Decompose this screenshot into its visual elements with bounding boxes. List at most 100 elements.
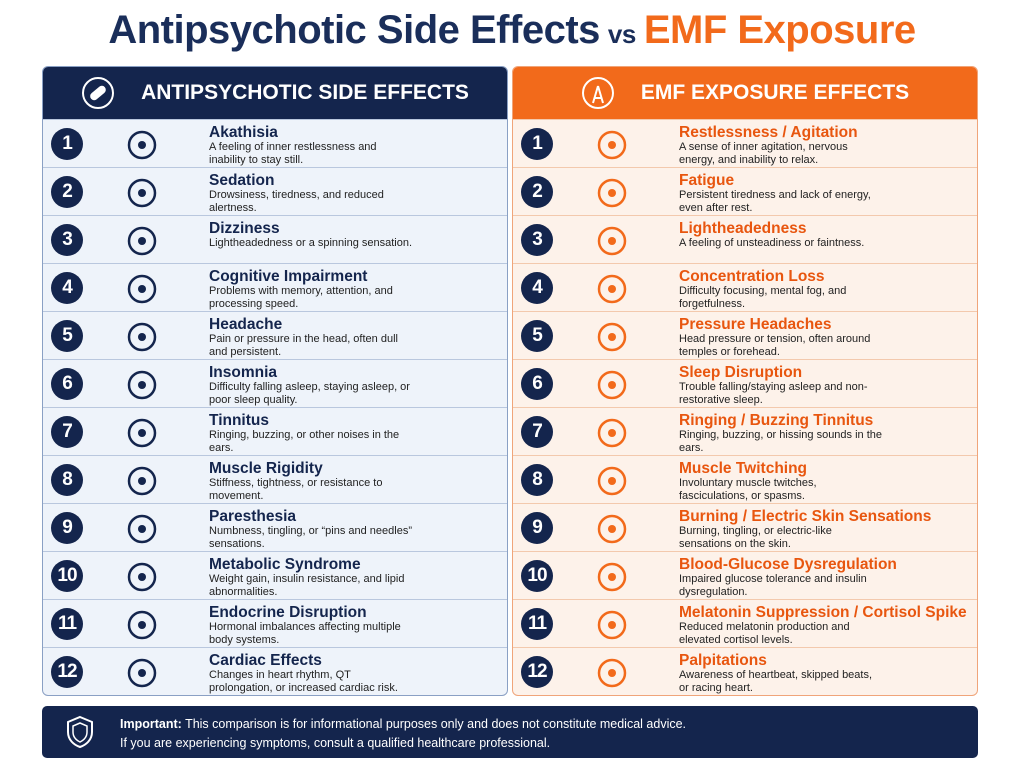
item-number: 3 (521, 224, 553, 256)
effect-row: 3 Lightheadedness A feeling of unsteadines… (513, 215, 977, 263)
title-left: Antipsychotic Side Effects (108, 8, 600, 52)
effect-row: 12 Palpitations Awareness of heartbeat, sk… (513, 647, 977, 695)
effect-row: 9 Paresthesia Numbness, tingling, or “pins… (43, 503, 507, 551)
effect-row: 9 Burning / Electric Skin Sensations Burni… (513, 503, 977, 551)
item-number: 8 (51, 464, 83, 496)
header-icon (581, 77, 614, 109)
effect-row: 1 Akathisia A feeling of inner restlessnes… (43, 119, 507, 167)
effect-title: Metabolic Syndrome (209, 556, 361, 573)
effect-title: Burning / Electric Skin Sensations (679, 508, 932, 525)
panel-header: EMF EXPOSURE EFFECTS (513, 67, 977, 119)
effect-description: Trouble falling/staying asleep and non-r… (679, 381, 868, 406)
panel-header: ANTIPSYCHOTIC SIDE EFFECTS (43, 67, 507, 119)
effect-description: A sense of inner agitation, nervous ener… (679, 141, 848, 166)
effect-row: 2 Sedation Drowsiness, tiredness, and redu… (43, 167, 507, 215)
effect-description: Changes in heart rhythm, QT prolongation… (209, 669, 398, 694)
effect-icon (597, 658, 627, 688)
effect-description: Head pressure or tension, often around t… (679, 333, 871, 358)
effect-description: Persistent tiredness and lack of energy,… (679, 189, 871, 214)
title-vs: vs (607, 19, 636, 49)
effect-title: Restlessness / Agitation (679, 124, 858, 141)
effect-icon (597, 130, 627, 160)
effect-title: Muscle Twitching (679, 460, 808, 477)
effect-description: Reduced melatonin production and elevate… (679, 621, 850, 646)
effect-row: 4 Concentration Loss Difficulty focusing, … (513, 263, 977, 311)
effect-icon (127, 418, 157, 448)
effect-title: Sedation (209, 172, 275, 189)
header-icon (82, 77, 115, 109)
page-title: Antipsychotic Side Effects vs EMF Exposure (0, 8, 1024, 53)
effect-description: Stiffness, tightness, or resistance to m… (209, 477, 383, 502)
effect-icon (127, 514, 157, 544)
effect-row: 11 Melatonin Suppression / Cortisol Spike… (513, 599, 977, 647)
effect-row: 10 Blood-Glucose Dysregulation Impaired gl… (513, 551, 977, 599)
effect-row: 5 Pressure Headaches Head pressure or tens… (513, 311, 977, 359)
effect-icon (127, 370, 157, 400)
effect-title: Palpitations (679, 652, 767, 669)
effect-title: Ringing / Buzzing Tinnitus (679, 412, 874, 429)
title-right: EMF Exposure (643, 8, 916, 52)
item-number: 4 (521, 272, 553, 304)
effect-icon (597, 322, 627, 352)
effect-row: 5 Headache Pain or pressure in the head, o… (43, 311, 507, 359)
footer-line: If you are experiencing symptoms, consul… (120, 736, 551, 750)
item-number: 9 (51, 512, 83, 544)
item-number: 1 (51, 128, 83, 160)
effect-description: Drowsiness, tiredness, and reduced alert… (209, 189, 384, 214)
item-number: 8 (521, 464, 553, 496)
effect-description: Lightheadedness or a spinning sensation. (209, 237, 413, 249)
item-number: 5 (521, 320, 553, 352)
effect-title: Headache (209, 316, 283, 333)
effect-icon (597, 370, 627, 400)
effect-title: Akathisia (209, 124, 278, 141)
effect-row: 1 Restlessness / Agitation A sense of inne… (513, 119, 977, 167)
item-number: 2 (51, 176, 83, 208)
effect-title: Fatigue (679, 172, 735, 189)
effect-description: Ringing, buzzing, or other noises in the… (209, 429, 400, 454)
item-number: 7 (521, 416, 553, 448)
effect-icon (127, 610, 157, 640)
effect-icon (127, 466, 157, 496)
effect-description: Numbness, tingling, or “pins and needles… (209, 525, 413, 550)
item-number: 5 (51, 320, 83, 352)
item-number: 4 (51, 272, 83, 304)
panel: ANTIPSYCHOTIC SIDE EFFECTS 1 Akathisia A fe… (42, 66, 508, 696)
item-number: 2 (521, 176, 553, 208)
effect-title: Blood-Glucose Dysregulation (679, 556, 897, 573)
footer-label: Important: (120, 717, 182, 731)
effect-title: Dizziness (209, 220, 280, 237)
effect-icon (127, 178, 157, 208)
item-number: 12 (51, 656, 83, 688)
item-number: 10 (521, 560, 553, 592)
effect-title: Muscle Rigidity (209, 460, 323, 477)
item-number: 6 (51, 368, 83, 400)
effect-icon (127, 274, 157, 304)
effect-description: Awareness of heartbeat, skipped beats, o… (679, 669, 873, 694)
item-number: 9 (521, 512, 553, 544)
effect-description: Ringing, buzzing, or hissing sounds in t… (679, 429, 883, 454)
item-number: 10 (51, 560, 83, 592)
panel-title: EMF EXPOSURE EFFECTS (640, 81, 910, 104)
effect-title: Sleep Disruption (679, 364, 803, 381)
footer-text: Important: This comparison is for inform… (120, 715, 686, 753)
item-number: 1 (521, 128, 553, 160)
shield-icon (67, 715, 93, 749)
item-number: 11 (51, 608, 83, 640)
effect-row: 6 Insomnia Difficulty falling asleep, stay… (43, 359, 507, 407)
footer-line: This comparison is for informational pur… (185, 717, 687, 731)
panel-title: ANTIPSYCHOTIC SIDE EFFECTS (141, 81, 469, 104)
item-number: 11 (521, 608, 553, 640)
effect-icon (597, 610, 627, 640)
item-number: 6 (521, 368, 553, 400)
effect-icon (127, 130, 157, 160)
effect-icon (597, 178, 627, 208)
effect-row: 4 Cognitive Impairment Problems with memor… (43, 263, 507, 311)
effect-row: 10 Metabolic Syndrome Weight gain, insulin… (43, 551, 507, 599)
effect-icon (597, 562, 627, 592)
effect-row: 11 Endocrine Disruption Hormonal imbalance… (43, 599, 507, 647)
effect-icon (127, 658, 157, 688)
effect-description: Difficulty falling asleep, staying aslee… (209, 381, 410, 406)
effect-description: Weight gain, insulin resistance, and lip… (209, 573, 405, 598)
effect-title: Insomnia (209, 364, 278, 381)
effect-description: Difficulty focusing, mental fog, and for… (679, 285, 847, 310)
